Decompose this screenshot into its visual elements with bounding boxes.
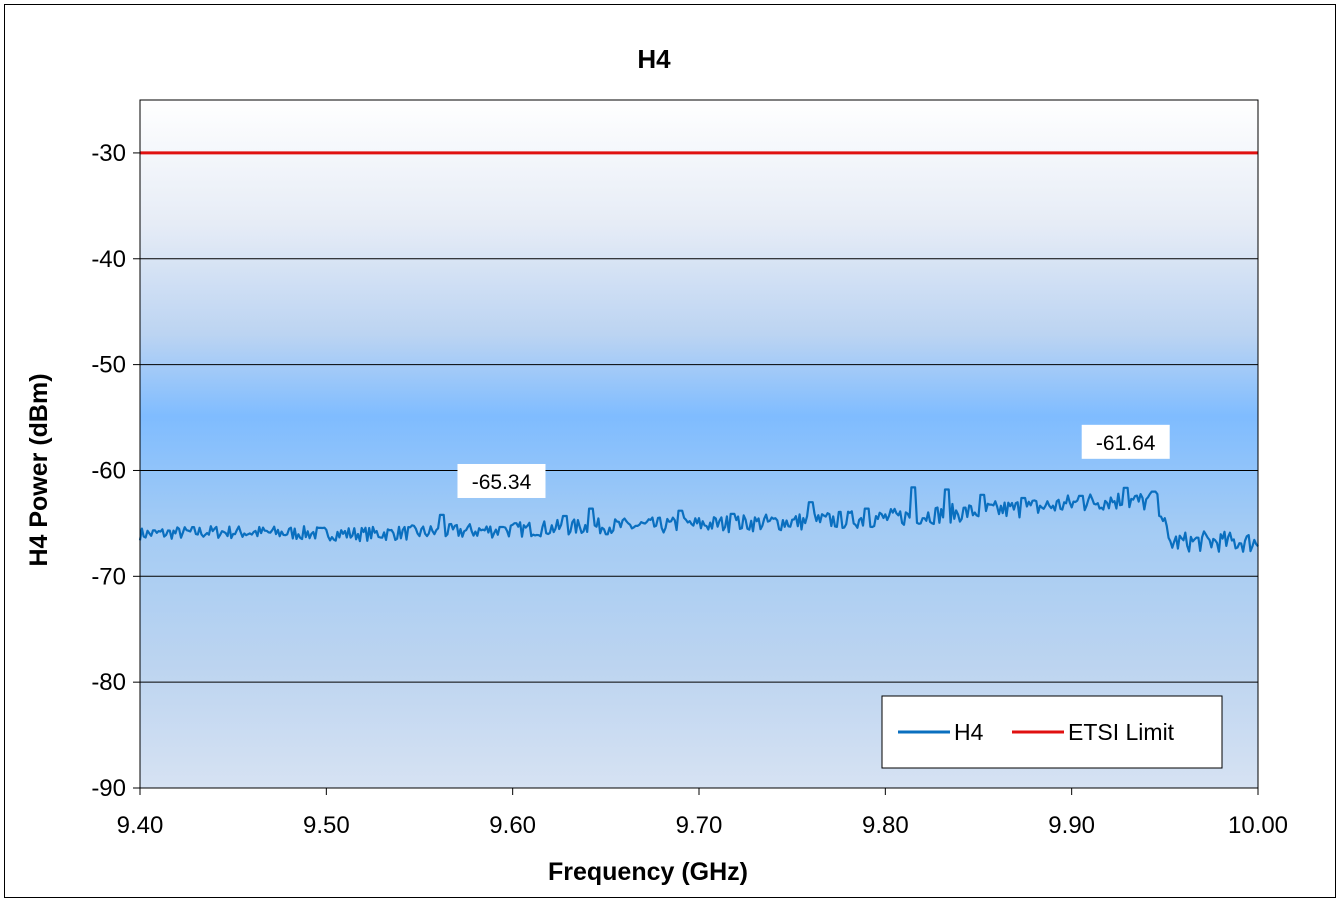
x-tick-label: 9.40	[117, 812, 164, 839]
series-layer	[138, 151, 1259, 553]
y-tick-label: -60	[91, 457, 126, 484]
legend-h4-label: H4	[954, 719, 984, 745]
x-axis-title: Frequency (GHz)	[548, 858, 748, 886]
chart-title: H4	[637, 44, 671, 74]
data-label-box	[457, 463, 546, 498]
x-tick-label: 9.50	[303, 812, 350, 839]
x-tick-label: 9.60	[489, 812, 536, 839]
data-label: -61.64	[1096, 432, 1156, 455]
grid-lines	[140, 152, 1258, 683]
y-tick-label: -80	[91, 669, 126, 696]
legend: H4 ETSI Limit	[881, 695, 1223, 769]
plot-area	[140, 100, 1258, 788]
x-tick-label: 9.90	[1048, 812, 1095, 839]
x-tick-label: 9.80	[862, 812, 909, 839]
y-tick-label: -50	[91, 352, 126, 379]
data-label: -65.34	[472, 471, 532, 494]
data-label-box	[1081, 424, 1170, 459]
y-tick-label: -70	[91, 563, 126, 590]
y-tick-label: -90	[91, 775, 126, 802]
legend-limit-label: ETSI Limit	[1068, 719, 1175, 745]
x-tick-label: 9.70	[676, 812, 723, 839]
x-tick-label: 10.00	[1228, 812, 1288, 839]
series-h4-line	[138, 486, 1259, 553]
axis-ticks: -30 -40 -50 -60 -70 -80 -90 9.40 9.50 9.60 9.70 9.8…	[91, 140, 1288, 839]
y-tick-label: -40	[91, 246, 126, 273]
data-labels: -65.34 -61.64	[457, 424, 1170, 498]
y-axis-title: H4 Power (dBm)	[25, 373, 53, 566]
y-tick-label: -30	[91, 140, 126, 167]
